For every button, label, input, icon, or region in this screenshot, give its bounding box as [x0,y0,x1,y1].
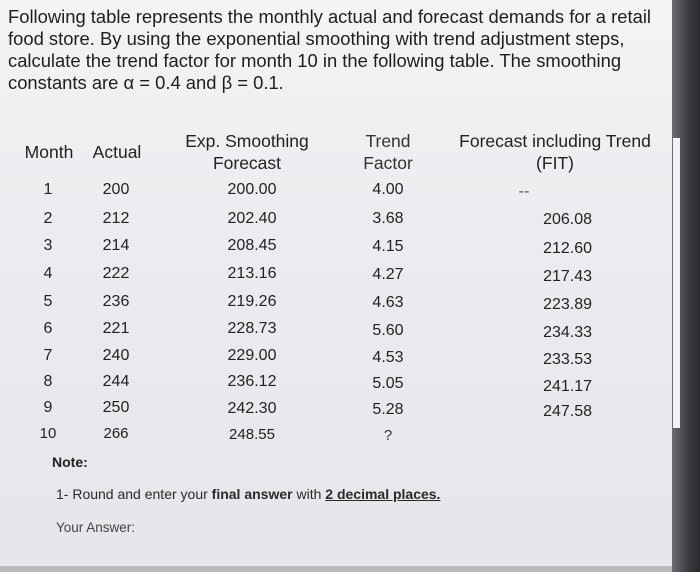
cell-exp: 200.00 [227,181,277,198]
cell-actual: 266 [103,425,129,442]
cell-fit: 247.58 [543,403,592,420]
cell-fit: 233.53 [543,351,592,368]
cell-fit: 223.89 [543,296,592,313]
instruction-mid: with [292,486,326,502]
cell-month: 5 [43,293,53,310]
cell-month: 7 [43,347,53,364]
cell-exp: 228.73 [227,320,277,337]
header-exp-line2: Forecast [212,153,282,173]
header-trend-line2: Factor [363,153,413,173]
cell-month: 2 [43,210,53,227]
cell-fit: 217.43 [543,268,592,285]
cell-exp: 229.00 [227,347,277,364]
cell-trend: 4.53 [372,349,404,366]
cell-actual: 221 [102,320,130,337]
cell-trend: 4.63 [372,294,404,311]
cell-trend-unknown: ? [383,427,393,444]
question-line-1: Following table represents the monthly a… [8,6,651,27]
cell-trend: 4.00 [372,181,404,198]
question-text: Following table represents the monthly a… [8,6,658,94]
instruction-underlined: 2 decimal places. [325,486,441,502]
cell-trend: 3.68 [372,210,404,227]
question-sheet: Following table represents the monthly a… [0,0,672,572]
instruction-bold: final answer [211,486,293,502]
question-line-2: food store. By using the exponential smo… [8,28,625,49]
cell-exp: 242.30 [227,400,277,417]
cell-exp: 248.55 [229,426,275,443]
cell-actual: 200 [102,181,130,198]
header-actual: Actual [92,142,142,162]
cell-exp: 213.16 [227,265,277,282]
question-line-3: calculate the trend factor for month 10 … [8,50,622,71]
header-month: Month [24,142,74,162]
cell-exp: 236.12 [227,373,277,390]
cell-actual: 244 [102,373,130,390]
cell-actual: 212 [102,210,130,227]
cell-actual: 222 [102,265,130,282]
header-trend-factor: Trend Factor [352,130,424,174]
cell-fit: 212.60 [543,240,592,257]
instruction-text: 1- Round and enter your final answer wit… [56,486,440,502]
cell-exp: 202.40 [227,210,277,227]
header-fit-line2: (FIT) [536,153,574,173]
cell-month: 9 [43,399,53,416]
cell-fit: 206.08 [543,211,592,228]
cell-actual: 250 [102,399,130,416]
cell-fit: 241.17 [543,378,592,395]
header-fit-line1: Forecast including Trend [459,131,651,151]
cell-trend: 4.27 [372,266,404,283]
instruction-prefix: 1- Round and enter your [56,486,212,502]
cell-actual: 236 [102,293,130,310]
cell-month: 1 [43,181,53,198]
cell-month: 4 [43,265,53,282]
cell-trend: 4.15 [372,238,404,255]
answer-label: Your Answer: [56,520,136,535]
header-exp-smoothing: Exp. Smoothing Forecast [180,130,314,174]
note-label: Note: [52,454,88,470]
cell-exp: 208.45 [227,237,277,254]
question-line-4: constants are α = 0.4 and β = 0.1. [8,72,284,93]
cell-month: 6 [43,320,53,337]
cell-month: 3 [43,237,53,254]
cell-month: 8 [43,373,53,390]
cell-month: 10 [39,425,57,442]
cell-trend: 5.60 [372,322,404,339]
cell-actual: 214 [102,237,130,254]
header-trend-line1: Trend [365,131,411,151]
cell-trend: 5.05 [372,375,404,392]
cell-fit: -- [518,183,530,200]
cell-actual: 240 [102,347,130,364]
header-exp-line1: Exp. Smoothing [185,131,309,151]
divider [0,566,672,572]
cell-exp: 219.26 [227,293,277,310]
cell-fit: 234.33 [543,324,592,341]
cell-trend: 5.28 [372,401,404,418]
scrollbar-track[interactable] [673,138,680,428]
header-fit: Forecast including Trend (FIT) [448,130,662,174]
